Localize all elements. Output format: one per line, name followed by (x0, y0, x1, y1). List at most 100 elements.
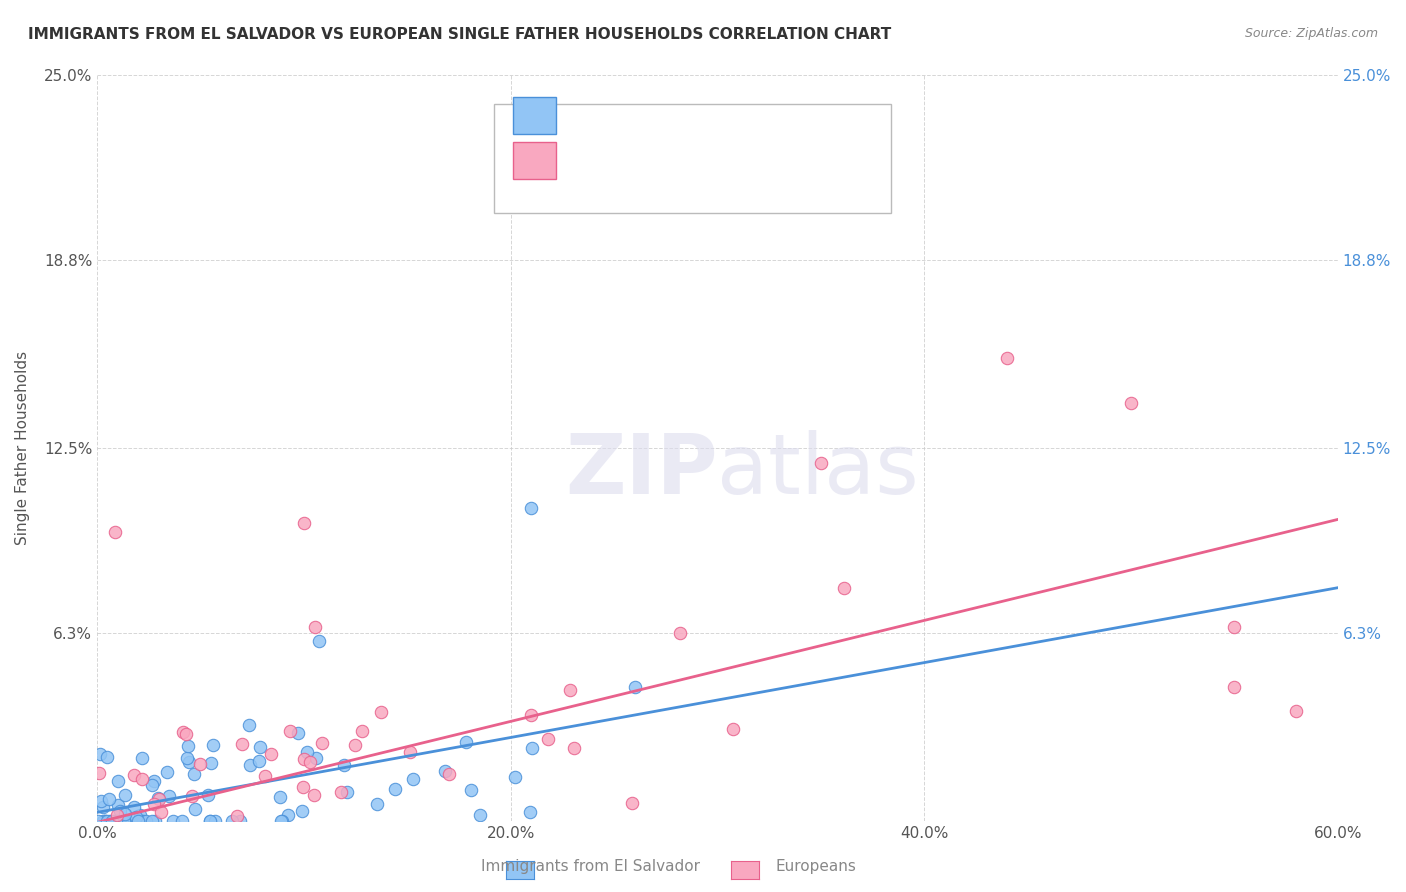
Point (308, 633, 330, 648)
Point (384, 782, 406, 797)
Point (503, 770, 526, 784)
Point (115, 814, 138, 829)
Point (298, 756, 321, 770)
Point (287, 725, 309, 739)
Point (167, 842, 190, 856)
Point (231, 737, 253, 751)
Point (135, 814, 157, 829)
Point (112, 814, 135, 829)
Point (200, 814, 222, 829)
Point (184, 802, 207, 816)
Y-axis label: Single Father Households: Single Father Households (15, 351, 30, 545)
Point (97, 791, 120, 805)
Point (253, 769, 276, 783)
Point (131, 814, 153, 829)
Point (197, 788, 219, 802)
Point (143, 814, 166, 829)
Point (624, 681, 647, 695)
Point (278, 724, 301, 739)
Point (105, 808, 128, 822)
Point (110, 804, 132, 818)
Point (202, 738, 225, 752)
Text: atlas: atlas (717, 430, 920, 511)
Point (200, 756, 222, 770)
Point (180, 789, 202, 803)
Point (238, 717, 260, 731)
Point (810, 456, 832, 470)
Point (142, 844, 165, 858)
Point (104, 524, 127, 539)
Point (87, 765, 110, 780)
Point (131, 772, 153, 787)
Point (477, 844, 499, 858)
Point (142, 773, 165, 788)
Point (111, 814, 134, 828)
Point (1223, 680, 1246, 694)
Point (413, 831, 436, 846)
Point (832, 582, 855, 596)
Point (557, 838, 579, 853)
Point (104, 814, 127, 829)
Point (111, 844, 134, 858)
Point (174, 727, 197, 741)
Text: IMMIGRANTS FROM EL SALVADOR VS EUROPEAN SINGLE FATHER HOUSEHOLDS CORRELATION CHA: IMMIGRANTS FROM EL SALVADOR VS EUROPEAN … (28, 27, 891, 42)
Point (304, 620, 326, 634)
Point (460, 783, 482, 797)
Point (302, 789, 325, 803)
Point (183, 767, 205, 781)
Point (91, 799, 114, 814)
Point (311, 736, 333, 750)
Point (138, 844, 160, 858)
Point (329, 784, 352, 798)
Text: R = 0.461   N = 83: R = 0.461 N = 83 (557, 120, 700, 135)
Text: ZIP: ZIP (565, 430, 717, 511)
Point (260, 747, 283, 761)
Point (156, 764, 179, 779)
Point (132, 814, 155, 829)
Point (127, 844, 149, 858)
Point (91, 838, 114, 853)
Point (90, 794, 112, 808)
Text: Source: ZipAtlas.com: Source: ZipAtlas.com (1244, 27, 1378, 40)
Point (343, 738, 366, 752)
Point (520, 741, 543, 756)
Point (305, 751, 328, 765)
Point (562, 741, 585, 756)
Point (309, 844, 332, 858)
Point (560, 683, 582, 698)
Point (434, 764, 457, 778)
Point (291, 804, 314, 818)
FancyBboxPatch shape (513, 97, 557, 135)
Point (129, 814, 152, 829)
Point (249, 739, 271, 754)
Point (122, 829, 145, 843)
Point (1119, 396, 1142, 410)
Point (122, 768, 145, 782)
Point (124, 800, 146, 814)
Point (111, 814, 134, 829)
Point (114, 807, 136, 822)
Point (1285, 704, 1308, 718)
Point (292, 516, 315, 530)
Point (94, 814, 117, 829)
Point (454, 735, 477, 749)
Point (336, 784, 359, 798)
Point (176, 750, 198, 764)
Point (308, 844, 330, 858)
Point (98, 814, 121, 829)
Point (93, 814, 115, 829)
FancyBboxPatch shape (513, 142, 557, 179)
Point (292, 780, 315, 795)
Point (723, 722, 745, 736)
Point (104, 814, 127, 829)
Point (269, 789, 291, 804)
Point (107, 774, 129, 789)
Point (149, 805, 172, 819)
Point (1223, 620, 1246, 634)
Point (669, 625, 692, 640)
Text: Europeans: Europeans (775, 859, 856, 874)
Point (546, 844, 568, 858)
Point (247, 754, 270, 768)
Point (107, 844, 129, 858)
Point (295, 745, 318, 759)
